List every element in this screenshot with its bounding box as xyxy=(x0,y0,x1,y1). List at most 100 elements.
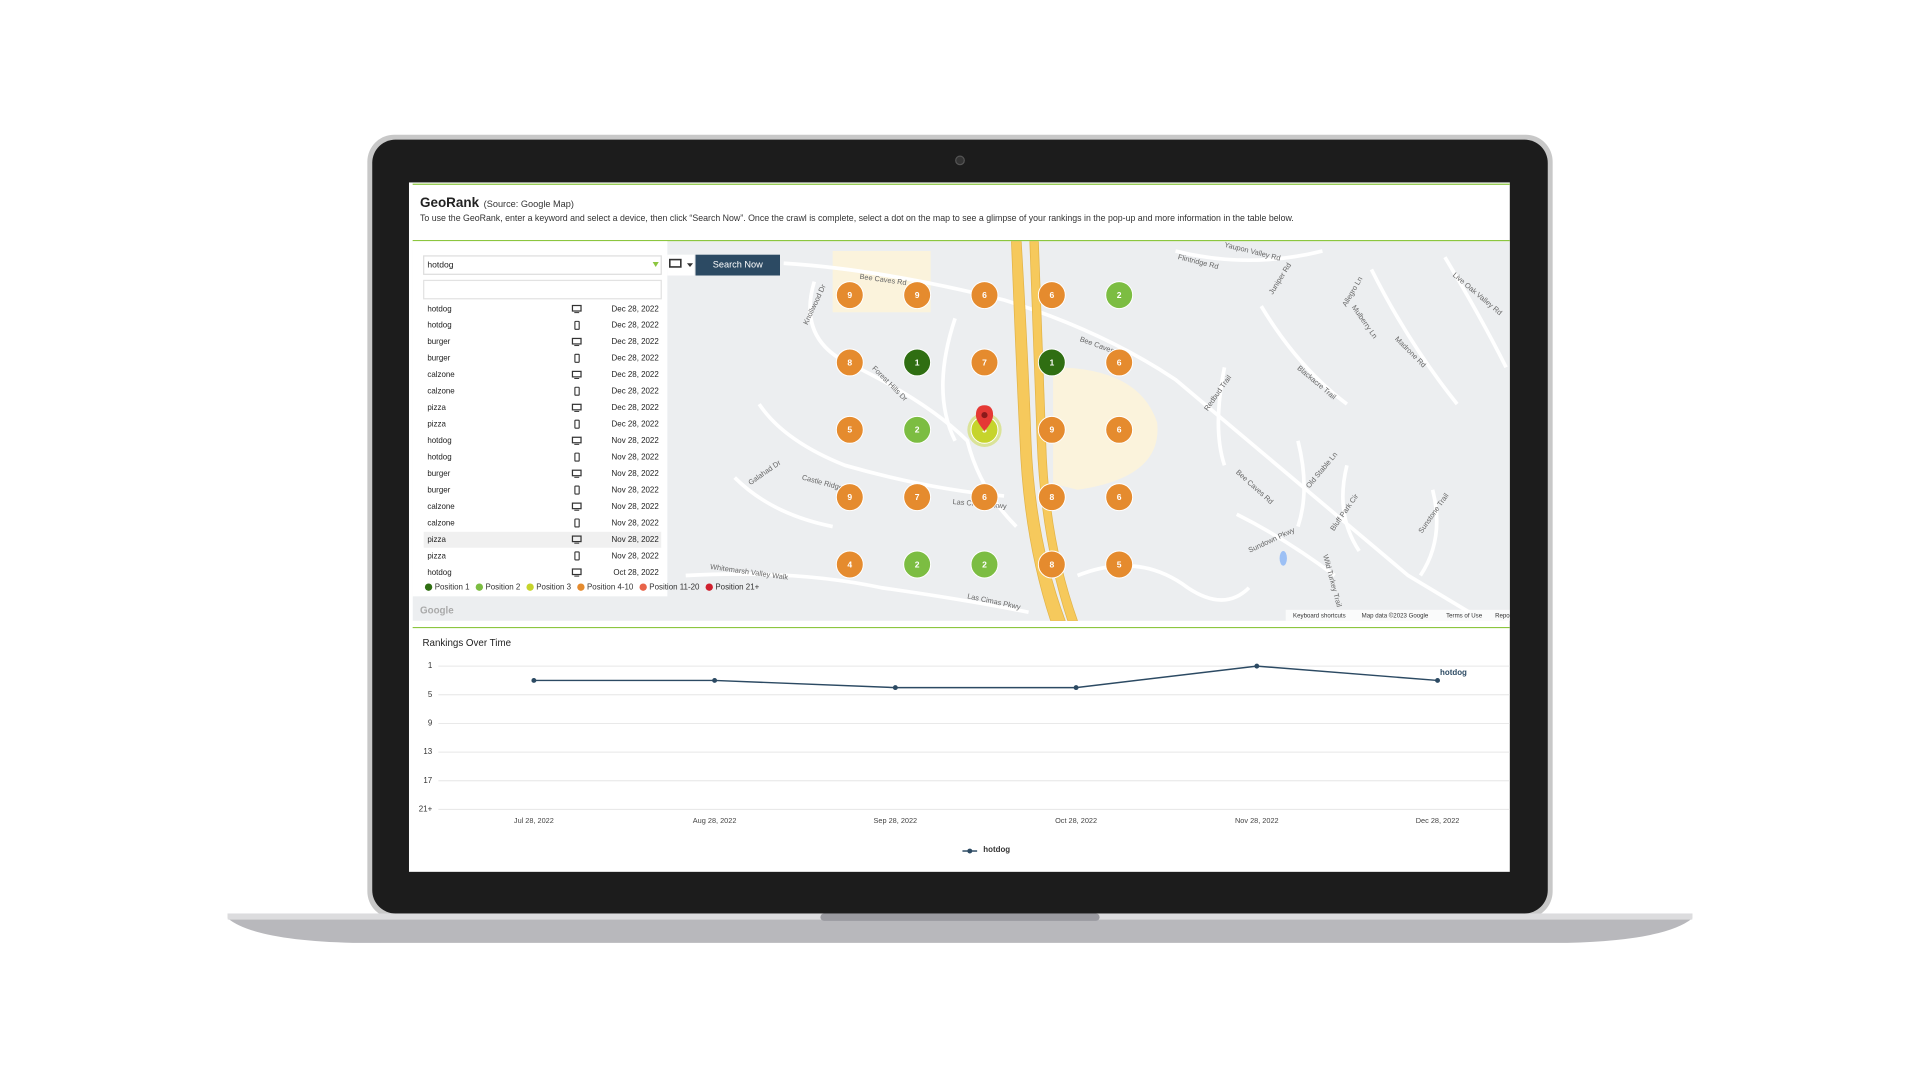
rank-dot[interactable] xyxy=(1037,348,1066,377)
map-footer-link[interactable]: Repo xyxy=(1495,613,1510,620)
keyword-value: hotdog xyxy=(427,259,453,269)
laptop-base xyxy=(227,913,1693,943)
google-logo: Google xyxy=(420,606,454,617)
history-keyword[interactable]: burger xyxy=(427,354,450,363)
source: (Source: Google Map) xyxy=(484,199,574,209)
history-keyword[interactable]: burger xyxy=(427,337,450,346)
rank-number: 6 xyxy=(1117,357,1122,367)
legend-label: Position 1 xyxy=(435,583,470,592)
history-keyword[interactable]: burger xyxy=(427,485,450,494)
x-tick-label: Jul 28, 2022 xyxy=(514,816,554,825)
rank-dot[interactable] xyxy=(1105,550,1134,579)
rank-number: 4 xyxy=(847,559,852,569)
rank-dot[interactable] xyxy=(1105,415,1134,444)
mobile-icon xyxy=(574,320,580,330)
rank-dot[interactable] xyxy=(903,483,932,512)
y-tick-label: 1 xyxy=(428,661,433,670)
search-button[interactable] xyxy=(695,254,780,276)
data-point[interactable] xyxy=(892,685,898,691)
pin-hole xyxy=(981,412,988,419)
rank-number: 6 xyxy=(982,290,987,300)
rank-dot[interactable] xyxy=(835,483,864,512)
y-tick-label: 5 xyxy=(428,690,433,699)
rank-dot[interactable] xyxy=(1037,550,1066,579)
rank-number: 2 xyxy=(1117,290,1122,300)
map-footer-text: Map data ©2023 Google xyxy=(1362,613,1429,620)
history-date: Dec 28, 2022 xyxy=(612,354,660,363)
rankings-chart: 1 5 9 13 17 21+ Jul 28, 2022 Aug 28, 2022 Sep 28… xyxy=(419,661,1510,854)
rank-dot[interactable] xyxy=(903,281,932,310)
history-date: Dec 28, 2022 xyxy=(612,403,660,412)
history-keyword[interactable]: burger xyxy=(427,469,450,478)
series-end-label: hotdog xyxy=(1440,668,1467,677)
rank-dot[interactable] xyxy=(903,550,932,579)
history-keyword[interactable]: pizza xyxy=(427,551,446,560)
rank-number: 8 xyxy=(1049,559,1054,569)
area xyxy=(832,251,1158,490)
rank-dot[interactable] xyxy=(970,483,999,512)
history-date: Dec 28, 2022 xyxy=(612,387,660,396)
history-keyword[interactable]: hotdog xyxy=(427,321,451,330)
legend-label: Position 2 xyxy=(485,583,520,592)
history-date: Nov 28, 2022 xyxy=(612,535,660,544)
rank-dot[interactable] xyxy=(970,550,999,579)
rank-number: 9 xyxy=(915,290,920,300)
rank-dot[interactable] xyxy=(1037,281,1066,310)
rank-dot[interactable] xyxy=(903,348,932,377)
history-date: Oct 28, 2022 xyxy=(613,568,659,577)
rank-dot[interactable] xyxy=(835,348,864,377)
history-date: Dec 28, 2022 xyxy=(612,337,660,346)
rank-dot[interactable] xyxy=(1105,483,1134,512)
map-footer-link[interactable]: Terms of Use xyxy=(1446,613,1483,620)
rank-dot[interactable] xyxy=(970,348,999,377)
history-keyword[interactable]: calzone xyxy=(427,518,455,527)
rank-number: 5 xyxy=(847,425,852,435)
history-keyword[interactable]: hotdog xyxy=(427,453,451,462)
history-keyword[interactable]: calzone xyxy=(427,370,455,379)
history-date: Nov 28, 2022 xyxy=(612,436,660,445)
history-keyword[interactable]: pizza xyxy=(427,420,446,429)
rank-dot[interactable] xyxy=(1105,281,1134,310)
rank-dot[interactable] xyxy=(1037,483,1066,512)
desktop-icon xyxy=(571,535,582,543)
rank-dot[interactable] xyxy=(835,281,864,310)
x-tick-label: Oct 28, 2022 xyxy=(1055,816,1097,825)
history-keyword[interactable]: calzone xyxy=(427,502,455,511)
history-date: Nov 28, 2022 xyxy=(612,502,660,511)
rank-number: 8 xyxy=(847,357,852,367)
map-footer-bg xyxy=(1285,609,1510,621)
history-date: Nov 28, 2022 xyxy=(612,518,660,527)
history-keyword[interactable]: hotdog xyxy=(427,568,451,577)
base-notch xyxy=(820,913,1100,921)
desktop-icon xyxy=(571,436,582,444)
history-keyword[interactable]: pizza xyxy=(427,535,446,544)
history-keyword[interactable]: pizza xyxy=(427,403,446,412)
rank-dot[interactable] xyxy=(835,550,864,579)
data-point[interactable] xyxy=(712,678,718,683)
highway xyxy=(1011,241,1066,621)
history-keyword[interactable]: hotdog xyxy=(427,304,451,313)
rank-dot[interactable] xyxy=(835,415,864,444)
y-tick-label: 13 xyxy=(423,747,432,756)
rank-dot[interactable] xyxy=(903,415,932,444)
legend-label[interactable]: hotdog xyxy=(983,845,1010,854)
rank-dot[interactable] xyxy=(970,281,999,310)
rank-dot[interactable] xyxy=(1037,415,1066,444)
history-keyword[interactable]: calzone xyxy=(427,387,455,396)
rank-number: 2 xyxy=(915,425,920,435)
rank-dot[interactable] xyxy=(1105,348,1134,377)
history-list: hotdog Dec 28, 2022 hotdog Dec 28, 2022 burg… xyxy=(423,304,662,577)
data-point[interactable] xyxy=(1435,678,1440,683)
legend-label: Position 4-10 xyxy=(587,583,634,592)
data-point[interactable] xyxy=(1073,685,1079,691)
map-footer-link[interactable]: Keyboard shortcuts xyxy=(1293,613,1346,620)
legend-swatch xyxy=(526,583,534,591)
data-point[interactable] xyxy=(1254,663,1260,669)
data-point[interactable] xyxy=(531,678,537,683)
rank-dots: 9966281716523969768642285 xyxy=(835,281,1134,579)
button-label: Search Now xyxy=(713,260,763,270)
legend-swatch xyxy=(424,583,433,591)
keyword-input[interactable] xyxy=(423,255,662,275)
history-keyword[interactable]: hotdog xyxy=(427,436,451,445)
filter-input[interactable] xyxy=(423,279,662,300)
